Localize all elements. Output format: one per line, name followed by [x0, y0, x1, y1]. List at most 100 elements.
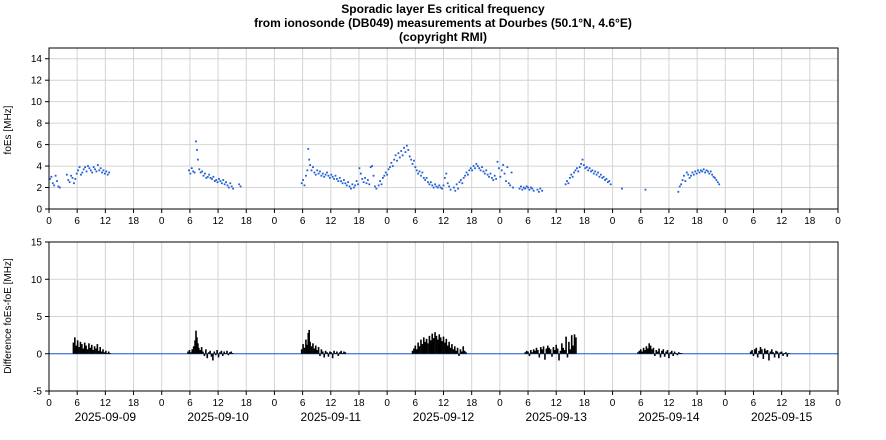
foes-point [500, 169, 503, 172]
foes-point [592, 172, 595, 175]
foes-point [606, 181, 609, 184]
foes-point [711, 173, 714, 176]
foes-point [566, 180, 568, 182]
diff-xtick-label: 18 [804, 398, 816, 409]
foes-point [335, 178, 338, 180]
foes-point [704, 171, 706, 174]
foes-point [577, 170, 580, 173]
diff-ytick-label: 10 [31, 275, 43, 286]
foes-point [195, 140, 197, 143]
foes-point [467, 173, 469, 176]
foes-point [422, 176, 425, 179]
foes-point [94, 168, 96, 171]
foes-point [690, 174, 692, 177]
foes-point [68, 181, 71, 184]
foes-point [352, 186, 355, 189]
foes-point [580, 163, 583, 165]
foes-point [323, 175, 326, 178]
foes-point [67, 179, 70, 181]
foes-point [573, 171, 575, 174]
foes-point [594, 170, 597, 173]
foes-point [413, 159, 415, 162]
foes-point [420, 174, 422, 177]
foes-point [439, 186, 442, 189]
diff-xtick-label: 12 [776, 398, 788, 409]
foes-point [226, 184, 229, 187]
foes-point [382, 176, 384, 179]
chart-credit: (copyright RMI) [399, 30, 487, 44]
foes-point [368, 183, 371, 186]
foes-xtick-label: 0 [497, 216, 503, 227]
foes-point [541, 189, 544, 192]
foes-point [300, 182, 303, 185]
foes-point [578, 166, 581, 169]
foes-point [435, 185, 438, 188]
diff-xtick-label: 0 [272, 398, 278, 409]
foes-point [454, 189, 457, 192]
foes-point [699, 169, 702, 172]
foes-point [529, 186, 532, 189]
foes-xtick-label: 12 [551, 216, 563, 227]
foes-point [396, 159, 398, 162]
foes-xtick-label: 6 [187, 216, 193, 227]
foes-point [680, 183, 683, 186]
diff-ytick-label: 5 [36, 312, 42, 323]
date-label: 2025-09-13 [526, 410, 588, 424]
foes-point [312, 166, 314, 169]
foes-point [468, 169, 471, 172]
foes-point [82, 168, 85, 171]
foes-xtick-label: 6 [300, 216, 306, 227]
foes-point [212, 175, 215, 178]
foes-point [218, 178, 220, 180]
foes-point [343, 179, 345, 181]
foes-point [570, 173, 573, 176]
foes-point [65, 173, 68, 176]
difference-panel: 0 6 12 18 0 6 12 18 0 6 12 18 0 6 12 18 0 6 12 18 0 6 12 18 0 6 12… [31, 238, 841, 425]
foes-point [510, 171, 513, 174]
foes-point [403, 146, 405, 149]
foes-point [310, 169, 313, 172]
foes-point [324, 173, 327, 176]
foes-point [449, 188, 452, 191]
foes-point [365, 182, 368, 185]
foes-xtick-label: 0 [384, 216, 390, 227]
foes-xtick-label: 0 [610, 216, 616, 227]
foes-point [407, 149, 410, 151]
foes-point [357, 183, 359, 186]
foes-point [705, 169, 708, 172]
foes-point [102, 169, 105, 172]
foes-point [351, 183, 354, 186]
foes-point [465, 171, 468, 174]
foes-point [590, 170, 592, 173]
foes-point [303, 184, 306, 187]
foes-point [74, 178, 77, 180]
foes-point [506, 166, 509, 169]
foes-point [394, 154, 397, 157]
foes-point [371, 165, 374, 167]
foes-point [389, 166, 391, 169]
foes-point [507, 182, 510, 185]
diff-xtick-label: 6 [638, 398, 644, 409]
foes-point [341, 182, 344, 185]
foes-point [475, 163, 478, 165]
foes-point [208, 173, 211, 176]
foes-point [587, 169, 590, 172]
foes-point [196, 149, 198, 151]
foes-point [712, 175, 715, 178]
foes-point [330, 173, 333, 176]
foes-point [390, 161, 393, 164]
diff-xtick-label: 0 [610, 398, 616, 409]
foes-point [91, 171, 94, 174]
chart-subtitle: from ionosonde (DB049) measurements at D… [254, 16, 632, 30]
foes-point [350, 187, 352, 190]
foes-point [309, 164, 312, 166]
foes-point [204, 172, 206, 175]
date-label: 2025-09-15 [751, 410, 813, 424]
foes-xtick-label: 18 [579, 216, 591, 227]
foes-xtick-label: 18 [128, 216, 140, 227]
foes-point [476, 165, 479, 167]
foes-point [493, 174, 496, 177]
foes-point [701, 170, 704, 173]
foes-point [359, 172, 362, 175]
foes-point [424, 179, 427, 181]
